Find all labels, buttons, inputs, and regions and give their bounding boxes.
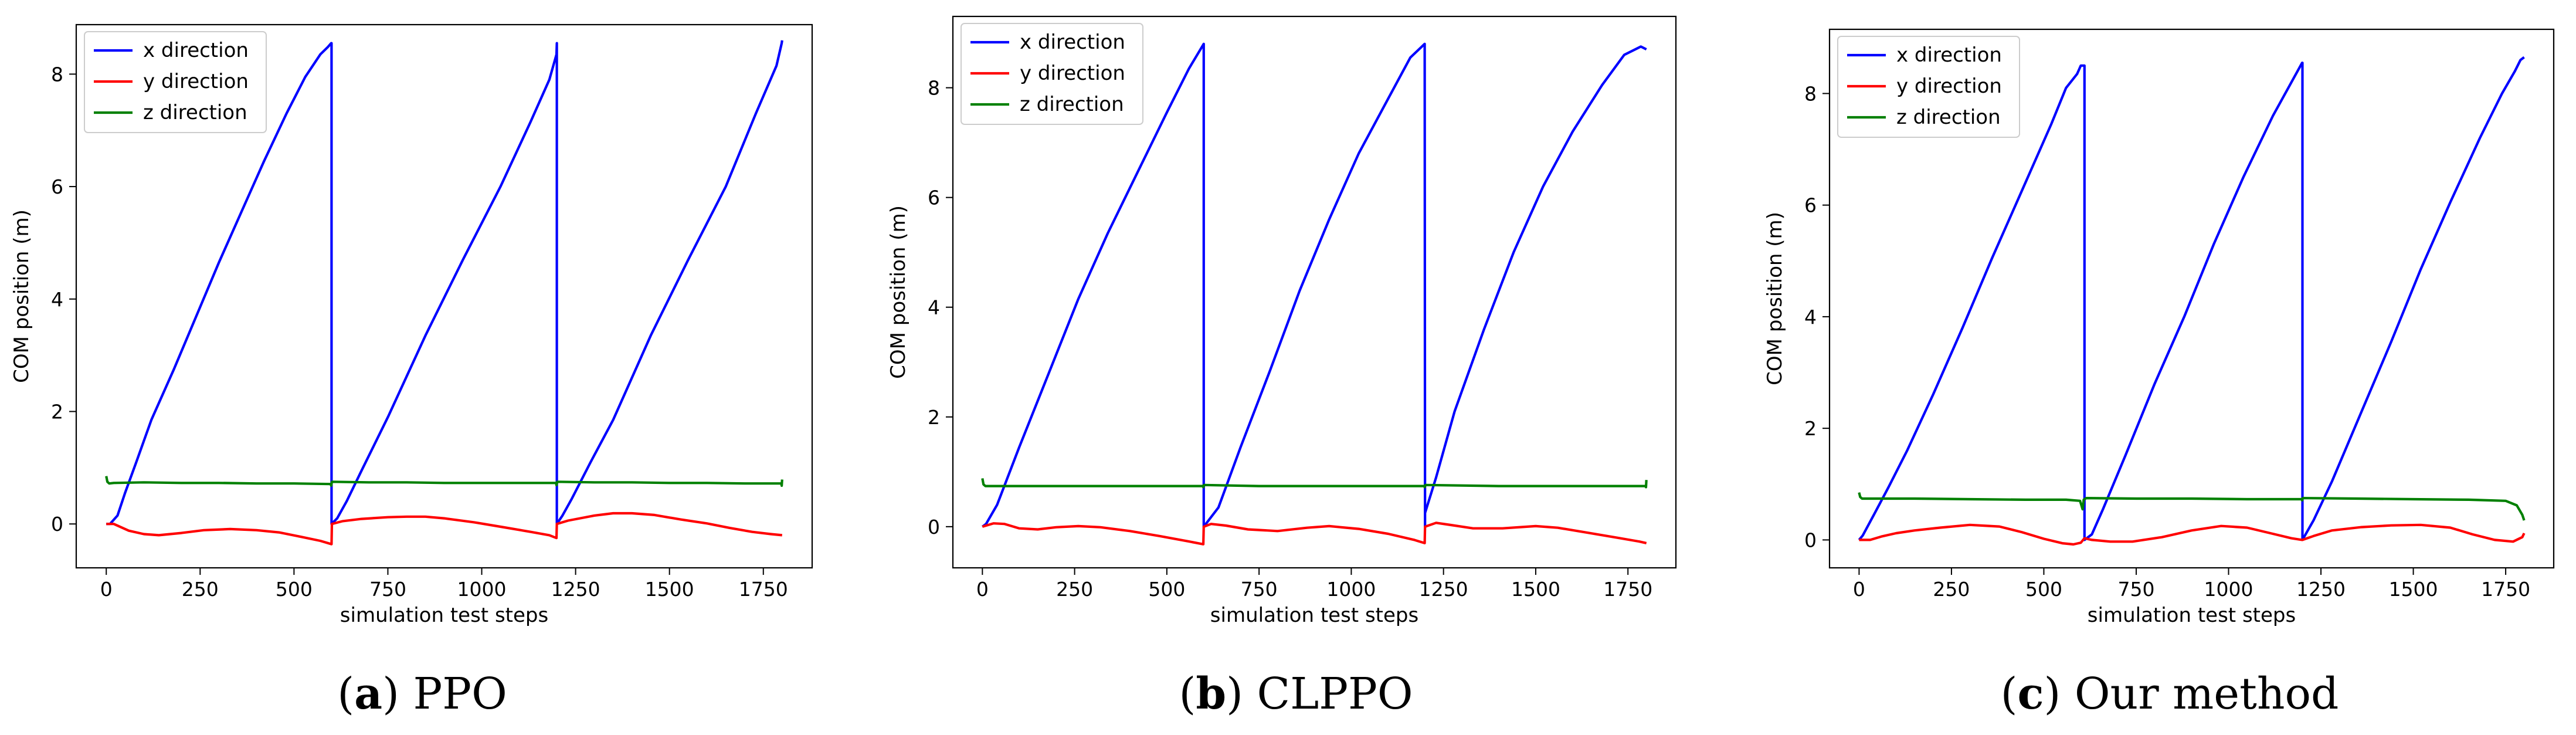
y-tick-label: 2 [928, 406, 940, 429]
legend-label-y: y direction [1020, 62, 1125, 85]
x-tick-label: 1000 [2204, 578, 2253, 601]
series-line-x [1858, 56, 2525, 541]
y-tick-label: 4 [1804, 306, 1817, 328]
plot-frame [1828, 28, 2555, 569]
y-tick-label: 6 [928, 187, 940, 209]
x-tick-label: 750 [1241, 578, 1278, 601]
x-tick-label: 1000 [1326, 578, 1376, 601]
x-tick-label: 0 [100, 578, 113, 601]
x-tick-label: 1750 [1603, 578, 1652, 601]
y-tick-label: 2 [1804, 417, 1817, 440]
series-line-z [981, 478, 1648, 489]
x-tick-label: 1250 [1419, 578, 1468, 601]
y-tick-label: 8 [51, 63, 63, 86]
x-tick-label: 1500 [1511, 578, 1560, 601]
x-tick-label: 250 [1056, 578, 1093, 601]
legend: x direction y direction z direction [1837, 36, 2020, 138]
legend-label-y: y direction [143, 70, 249, 93]
x-tick-label: 250 [1933, 578, 1970, 601]
y-tick-label: 6 [51, 175, 63, 198]
legend-label-x: x direction [143, 39, 249, 62]
x-tick-label: 1500 [645, 578, 694, 601]
series-group [105, 40, 783, 546]
series-group [1858, 56, 2526, 546]
y-tick-label: 0 [1804, 529, 1817, 551]
x-tick-label: 500 [2025, 578, 2062, 601]
y-axis-label: COM position (m) [10, 209, 33, 383]
legend-label-x: x direction [1896, 43, 2002, 67]
caption-c: (c) Our method [2000, 669, 2339, 719]
x-tick-label: 500 [1148, 578, 1185, 601]
y-axis-label: COM position (m) [1763, 212, 1787, 385]
legend: x direction y direction z direction [961, 23, 1143, 125]
series-group [981, 42, 1648, 546]
x-tick-label: 1250 [551, 578, 600, 601]
chart-panel-a: 0 250 500 750 1000 1250 1500 1750 0 2 4 6 8 simulatio… [10, 23, 813, 627]
legend-box [1837, 36, 2020, 138]
x-tick-label: 1750 [739, 578, 788, 601]
y-axis-label: COM position (m) [887, 205, 910, 379]
y-tick-label: 4 [51, 288, 63, 311]
y-tick-label: 6 [1804, 194, 1817, 217]
x-axis-label: simulation test steps [1210, 604, 1418, 627]
y-tick-label: 4 [928, 296, 940, 319]
y-tick-label: 0 [928, 516, 940, 538]
legend-label-z: z direction [1896, 106, 2001, 129]
series-line-z [105, 476, 783, 487]
x-axis-label: simulation test steps [340, 604, 548, 627]
caption-a: (a) PPO [337, 669, 507, 719]
x-tick-label: 1500 [2389, 578, 2438, 601]
legend-label-z: z direction [1020, 93, 1124, 116]
x-tick-label: 1000 [457, 578, 507, 601]
series-line-x [106, 40, 783, 526]
x-tick-label: 0 [1853, 578, 1865, 601]
chart-panel-c: 0 250 500 750 1000 1250 1500 1750 0 2 4 6 8 simulatio… [1763, 28, 2555, 627]
legend-label-x: x direction [1020, 31, 1125, 54]
x-tick-label: 0 [976, 578, 989, 601]
legend-label-y: y direction [1896, 74, 2002, 98]
x-tick-label: 250 [182, 578, 219, 601]
x-tick-label: 750 [2117, 578, 2154, 601]
y-tick-label: 8 [928, 77, 940, 100]
series-line-y [982, 521, 1647, 546]
series-line-z [1858, 492, 2526, 521]
plot-frame [75, 23, 813, 569]
chart-panel-b: 0 250 500 750 1000 1250 1500 1750 0 2 4 6 8 simulatio… [887, 15, 1677, 627]
series-line-y [1859, 523, 2526, 546]
legend: x direction y direction z direction [84, 31, 267, 133]
legend-label-z: z direction [143, 101, 247, 124]
series-line-x [982, 42, 1647, 529]
legend-box [961, 23, 1143, 125]
y-tick-label: 2 [51, 401, 63, 424]
series-line-y [106, 512, 783, 546]
legend-box [84, 31, 267, 133]
plot-frame [952, 15, 1677, 569]
caption-b: (b) CLPPO [1179, 669, 1413, 719]
y-tick-label: 8 [1804, 82, 1817, 105]
x-tick-label: 750 [369, 578, 406, 601]
x-tick-label: 1250 [2296, 578, 2346, 601]
x-tick-label: 1750 [2481, 578, 2530, 601]
x-axis-label: simulation test steps [2088, 604, 2296, 627]
y-tick-label: 0 [51, 513, 63, 536]
x-tick-label: 500 [276, 578, 313, 601]
